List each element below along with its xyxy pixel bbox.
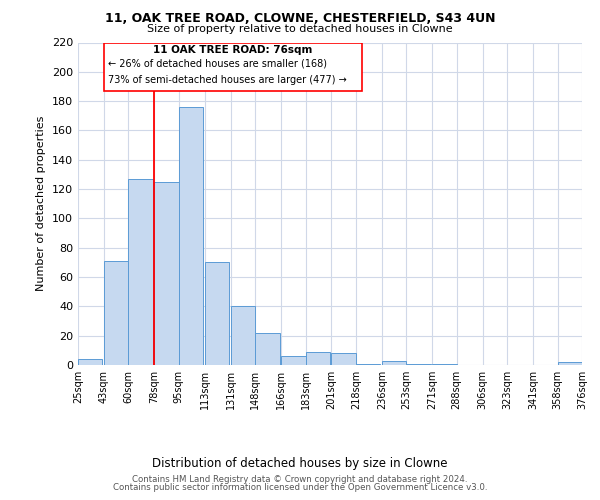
Text: 11, OAK TREE ROAD, CLOWNE, CHESTERFIELD, S43 4UN: 11, OAK TREE ROAD, CLOWNE, CHESTERFIELD,… <box>105 12 495 26</box>
Bar <box>205 262 229 365</box>
Bar <box>179 107 203 365</box>
Text: ← 26% of detached houses are smaller (168): ← 26% of detached houses are smaller (16… <box>108 58 327 68</box>
Bar <box>128 179 153 365</box>
Y-axis label: Number of detached properties: Number of detached properties <box>37 116 46 292</box>
Text: Size of property relative to detached houses in Clowne: Size of property relative to detached ho… <box>147 24 453 34</box>
Bar <box>557 362 582 365</box>
Bar <box>432 364 457 365</box>
Text: 73% of semi-detached houses are larger (477) →: 73% of semi-detached houses are larger (… <box>108 74 347 85</box>
Bar <box>154 182 179 365</box>
Text: Distribution of detached houses by size in Clowne: Distribution of detached houses by size … <box>152 458 448 470</box>
Bar <box>356 364 380 365</box>
Bar <box>255 333 280 365</box>
Bar <box>305 352 330 365</box>
Bar <box>281 356 305 365</box>
Bar <box>382 360 406 365</box>
Text: Contains HM Land Registry data © Crown copyright and database right 2024.: Contains HM Land Registry data © Crown c… <box>132 475 468 484</box>
Bar <box>230 306 255 365</box>
Text: Contains public sector information licensed under the Open Government Licence v3: Contains public sector information licen… <box>113 483 487 492</box>
Bar <box>406 364 431 365</box>
Bar <box>78 359 103 365</box>
Bar <box>104 261 128 365</box>
Bar <box>331 354 356 365</box>
Text: 11 OAK TREE ROAD: 76sqm: 11 OAK TREE ROAD: 76sqm <box>153 44 313 54</box>
Bar <box>104 42 362 91</box>
